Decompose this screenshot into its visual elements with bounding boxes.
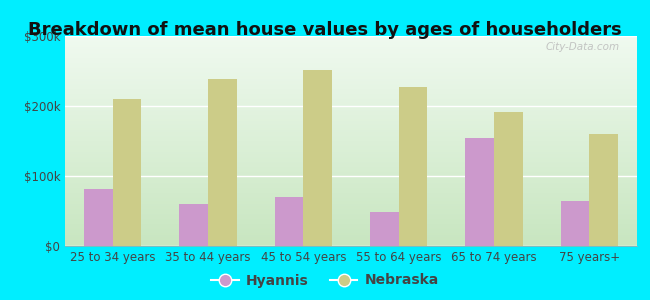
Bar	[494, 112, 523, 246]
Text: City-Data.com: City-Data.com	[546, 42, 620, 52]
Bar	[84, 189, 112, 246]
Bar	[304, 70, 332, 246]
Bar	[465, 137, 494, 246]
Bar	[275, 197, 304, 246]
Bar	[561, 200, 590, 246]
Text: Breakdown of mean house values by ages of householders: Breakdown of mean house values by ages o…	[28, 21, 622, 39]
Bar	[208, 80, 237, 246]
Bar	[590, 134, 618, 246]
Legend: Hyannis, Nebraska: Hyannis, Nebraska	[206, 268, 444, 293]
Bar	[179, 204, 208, 246]
Bar	[112, 99, 141, 246]
Bar	[398, 87, 427, 246]
Bar	[370, 212, 398, 246]
